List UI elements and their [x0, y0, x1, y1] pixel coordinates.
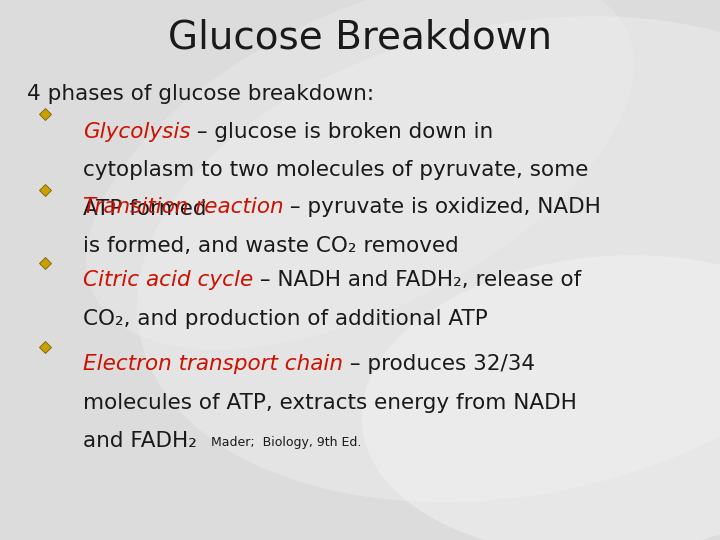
Text: – produces 32/34: – produces 32/34 [343, 354, 535, 374]
Text: Mader;  Biology, 9th Ed.: Mader; Biology, 9th Ed. [211, 436, 361, 449]
Text: ATP formed: ATP formed [83, 199, 207, 219]
Text: – pyruvate is oxidized, NADH: – pyruvate is oxidized, NADH [284, 197, 601, 217]
Text: cytoplasm to two molecules of pyruvate, some: cytoplasm to two molecules of pyruvate, … [83, 160, 588, 180]
Text: – glucose is broken down in: – glucose is broken down in [190, 122, 494, 141]
Text: 4 phases of glucose breakdown:: 4 phases of glucose breakdown: [27, 84, 374, 104]
Ellipse shape [86, 0, 634, 349]
Text: Glucose Breakdown: Glucose Breakdown [168, 19, 552, 57]
Text: Electron transport chain: Electron transport chain [83, 354, 343, 374]
Text: and FADH₂: and FADH₂ [83, 431, 197, 451]
Text: is formed, and waste CO₂ removed: is formed, and waste CO₂ removed [83, 236, 459, 256]
Text: Glycolysis: Glycolysis [83, 122, 190, 141]
Text: Transition reaction: Transition reaction [83, 197, 284, 217]
Ellipse shape [137, 16, 720, 502]
Text: molecules of ATP, extracts energy from NADH: molecules of ATP, extracts energy from N… [83, 393, 577, 413]
Ellipse shape [361, 255, 720, 540]
Text: Citric acid cycle: Citric acid cycle [83, 270, 253, 290]
Text: – NADH and FADH₂, release of: – NADH and FADH₂, release of [253, 270, 581, 290]
Text: CO₂, and production of additional ATP: CO₂, and production of additional ATP [83, 309, 487, 329]
